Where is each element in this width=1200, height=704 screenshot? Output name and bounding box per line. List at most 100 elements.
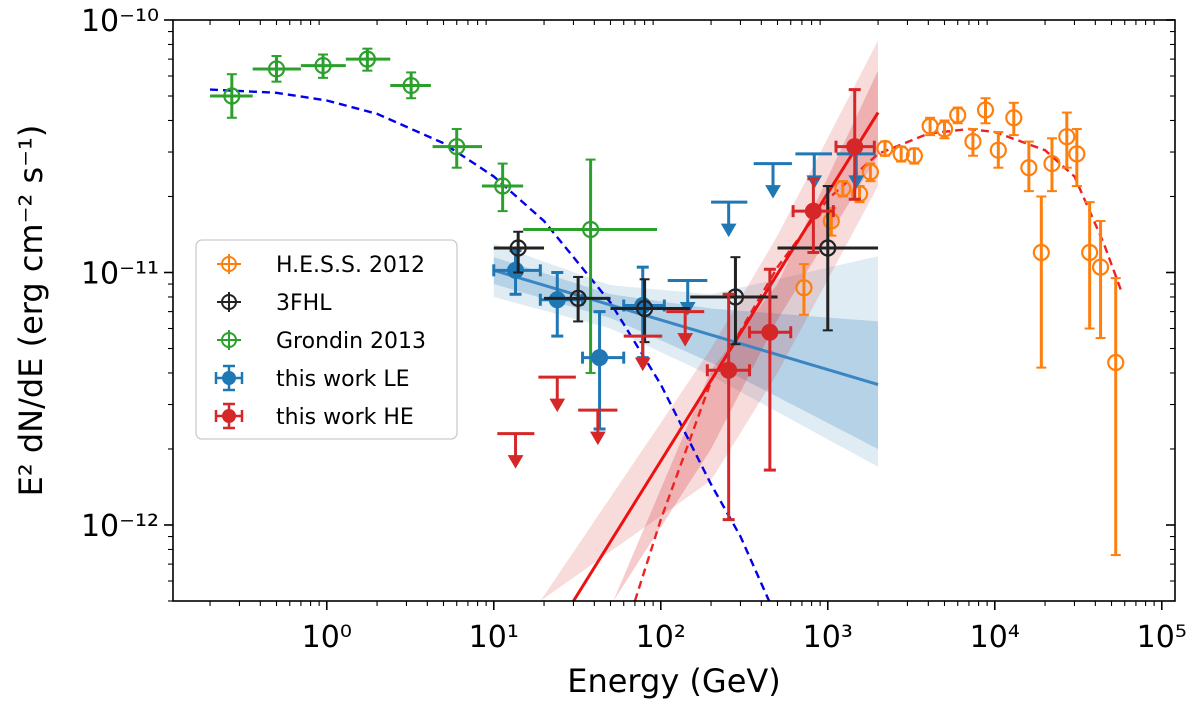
hess-marker (1005, 109, 1023, 127)
hess-marker (850, 185, 869, 203)
grondin-point (390, 71, 431, 100)
hess-marker (1081, 243, 1099, 262)
le-marker (591, 349, 609, 367)
hess-marker (876, 139, 894, 158)
he-point (705, 292, 752, 522)
hess-point (1091, 219, 1110, 340)
he-ul-arrowhead (589, 431, 606, 446)
hess-point (964, 128, 982, 157)
hess-marker (905, 147, 923, 165)
he-band-inner (613, 70, 878, 601)
hess-marker (935, 120, 954, 138)
x-tick-label: 10⁴ (970, 620, 1020, 655)
fhl-marker (509, 239, 527, 257)
x-tick-label: 10² (636, 620, 686, 655)
x-tick-label: 10⁵ (1137, 620, 1187, 655)
legend-marker (222, 409, 236, 423)
grondin-point (481, 162, 524, 213)
model-curve-red (633, 127, 1123, 601)
hess-marker (1058, 128, 1076, 146)
hess-point (949, 106, 967, 125)
hess-point (795, 263, 813, 316)
model-curve-blue (209, 88, 771, 601)
he-ul-arrowhead (634, 357, 651, 372)
legend-label-hess: H.E.S.S. 2012 (276, 253, 425, 278)
hess-point (1043, 137, 1061, 193)
grondin-point (210, 73, 253, 119)
legend-marker (221, 332, 237, 348)
fhl-point (690, 256, 778, 346)
y-tick-label: 10⁻¹¹ (81, 256, 159, 291)
plot-frame (172, 19, 1176, 602)
grondin-marker (358, 50, 376, 68)
fhl-point (493, 230, 545, 274)
hess-point (1020, 140, 1038, 193)
legend-marker (221, 294, 237, 310)
grondin-marker (267, 60, 286, 78)
grondin-marker (223, 87, 241, 105)
he-ul-arrowhead (549, 398, 566, 413)
grondin-point (523, 158, 658, 374)
hess-point (935, 119, 954, 140)
hess-marker (795, 279, 813, 297)
hess-point (834, 179, 852, 198)
legend: H.E.S.S. 2012 3FHL Grondin 2013 this work L… (195, 239, 458, 440)
le-point (581, 310, 626, 431)
he-point (791, 177, 835, 255)
legend-label-he: this work HE (276, 405, 414, 430)
x-axis-label: Energy (GeV) (567, 662, 781, 700)
he-upper-limit (538, 375, 576, 413)
grondin-marker (314, 56, 332, 75)
he-marker (720, 361, 738, 379)
grondin-point (300, 53, 346, 79)
y-tick-label: 10⁻¹⁰ (81, 4, 159, 39)
hess-marker (1043, 154, 1061, 173)
legend-marker (222, 371, 236, 385)
legend-entry-hess: H.E.S.S. 2012 (217, 253, 425, 278)
hess-point (1005, 101, 1023, 137)
hess-point (1032, 195, 1050, 369)
he-marker (761, 323, 779, 341)
legend-label-grondin: Grondin 2013 (276, 329, 426, 354)
grondin-marker (402, 76, 420, 95)
y-axis-label: E² dN/dE (erg cm⁻² s⁻¹) (12, 125, 50, 497)
hess-marker (976, 101, 995, 119)
axis-ticks: 10⁰ 10¹ 10² 10³ 10⁴ 10⁵ 10⁻¹² 10⁻¹¹ 10⁻¹⁰ (81, 4, 1187, 655)
grondin-point (432, 128, 482, 169)
grondin-marker (582, 220, 600, 239)
he-marker (846, 138, 864, 156)
x-tick-label: 10¹ (469, 620, 519, 655)
legend-marker (221, 256, 237, 272)
hess-point (989, 131, 1007, 169)
model-curves (209, 88, 1123, 601)
hess-marker (949, 106, 967, 124)
hess-marker (861, 163, 880, 181)
legend-label-le: this work LE (276, 367, 410, 392)
he-marker (804, 202, 822, 220)
y-tick-label: 10⁻¹² (81, 509, 159, 544)
hess-point (861, 162, 880, 183)
le-ul-arrowhead (720, 223, 737, 238)
le-upper-limit (753, 162, 792, 199)
hess-point (905, 147, 923, 165)
he-upper-limit (623, 334, 663, 372)
grondin-point (252, 55, 301, 83)
hess-point (1107, 277, 1125, 557)
legend-entry-he: this work HE (214, 402, 414, 430)
hess-marker (989, 141, 1007, 159)
he-upper-limit (497, 432, 535, 469)
x-tick-label: 10³ (803, 620, 853, 655)
grondin-marker (494, 177, 512, 195)
fhl-point (610, 278, 691, 344)
hess-point (876, 139, 894, 158)
fhl-marker (819, 239, 837, 257)
legend-entry-grondin: Grondin 2013 (217, 329, 426, 354)
hess-marker (1068, 145, 1086, 163)
fhl-marker (569, 289, 587, 307)
legend-box (195, 239, 458, 440)
he-point (748, 267, 793, 472)
he-ul-arrowhead (677, 333, 694, 347)
hess-marker (1020, 159, 1038, 177)
le-upper-limit (711, 200, 748, 238)
